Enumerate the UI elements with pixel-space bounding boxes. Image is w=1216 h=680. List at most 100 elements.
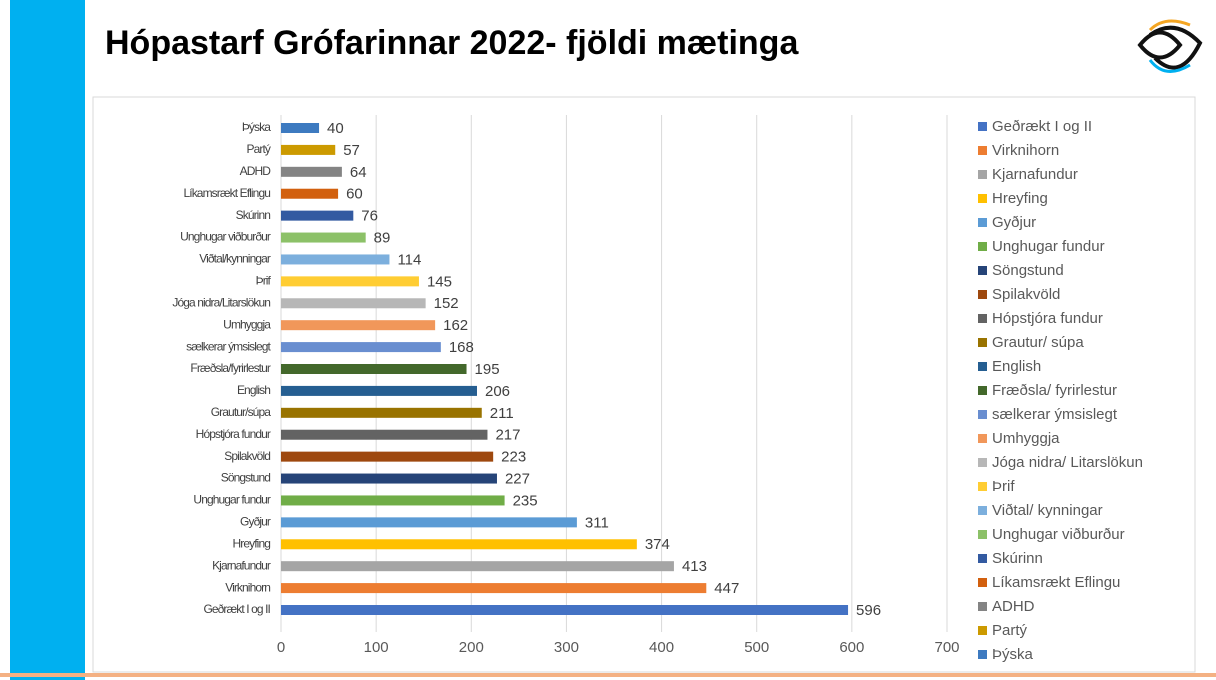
bar (281, 342, 441, 353)
legend-label: Virknihorn (992, 142, 1059, 159)
y-tick-label: Partý (246, 142, 270, 156)
y-tick-label: Unghugar fundur (193, 493, 270, 507)
bar (281, 473, 497, 484)
x-tick-label: 300 (554, 639, 579, 656)
bar (281, 495, 505, 506)
chart-frame (92, 96, 1196, 673)
legend-swatch (978, 626, 987, 635)
legend-swatch (978, 434, 987, 443)
data-label: 60 (346, 186, 363, 203)
chart-title: Hópastarf Grófarinnar 2022- fjöldi mætin… (105, 24, 799, 62)
legend-label: Viðtal/ kynningar (992, 502, 1103, 519)
y-tick-label: Fræðsla/fyrirlestur (190, 361, 270, 375)
data-label: 217 (495, 427, 520, 444)
legend-label: Söngstund (992, 262, 1064, 279)
y-tick-label: Kjarnafundur (212, 558, 271, 572)
y-tick-label: Unghugar viðburður (180, 230, 271, 244)
legend-label: Umhyggja (992, 430, 1060, 447)
y-tick-label: Viðtal/kynningar (199, 252, 271, 266)
y-tick-label: Hreyfing (233, 536, 271, 550)
legend-swatch (978, 266, 987, 275)
data-label: 227 (505, 471, 530, 488)
legend-swatch (978, 338, 987, 347)
legend-swatch (978, 122, 987, 131)
legend-swatch (978, 578, 987, 587)
x-tick-label: 400 (649, 639, 674, 656)
bottom-line (0, 673, 1216, 677)
x-tick-label: 700 (934, 639, 959, 656)
data-label: 596 (856, 602, 881, 619)
x-tick-label: 500 (744, 639, 769, 656)
legend-swatch (978, 506, 987, 515)
data-label: 235 (513, 492, 538, 509)
y-tick-label: sælkerar ýmsislegt (186, 339, 271, 353)
legend-swatch (978, 530, 987, 539)
bar (281, 144, 336, 155)
data-label: 168 (449, 339, 474, 356)
bar (281, 583, 707, 594)
bar (281, 320, 436, 331)
bar (281, 254, 390, 265)
data-label: 447 (714, 580, 739, 597)
legend-label: English (992, 358, 1041, 375)
legend-label: Líkamsrækt Eflingu (992, 574, 1120, 591)
data-label: 152 (434, 295, 459, 312)
legend-swatch (978, 242, 987, 251)
legend-swatch (978, 650, 987, 659)
legend-swatch (978, 554, 987, 563)
y-tick-label: Spilakvöld (224, 449, 270, 463)
legend-label: Gyðjur (992, 214, 1036, 231)
bar (281, 451, 494, 462)
legend-label: sælkerar ýmsislegt (992, 406, 1118, 423)
legend-label: Grautur/ súpa (992, 334, 1084, 351)
y-tick-label: Líkamsrækt Eflingu (183, 186, 270, 200)
data-label: 311 (585, 514, 609, 531)
data-label: 223 (501, 449, 526, 466)
legend-swatch (978, 362, 987, 371)
x-tick-label: 200 (459, 639, 484, 656)
legend-label: Hreyfing (992, 190, 1048, 207)
bar (281, 123, 320, 133)
y-tick-label: Virknihorn (225, 580, 270, 594)
legend-label: Partý (992, 622, 1028, 639)
bar (281, 539, 637, 550)
legend-label: Unghugar viðburður (992, 526, 1125, 543)
legend-swatch (978, 410, 987, 419)
data-label: 206 (485, 383, 510, 400)
data-label: 145 (427, 273, 452, 290)
legend-swatch (978, 290, 987, 299)
data-label: 162 (443, 317, 468, 334)
legend-swatch (978, 170, 987, 179)
data-label: 195 (475, 361, 500, 378)
data-label: 40 (327, 120, 344, 137)
y-tick-label: Skúrinn (236, 208, 271, 222)
bar (281, 429, 488, 440)
data-label: 89 (374, 230, 391, 247)
data-label: 211 (490, 405, 514, 422)
data-label: 57 (343, 142, 360, 159)
bar (281, 276, 419, 287)
legend-swatch (978, 482, 987, 491)
y-tick-label: Söngstund (221, 471, 271, 485)
y-tick-label: Þrif (256, 274, 272, 288)
legend-swatch (978, 602, 987, 611)
bar (281, 605, 849, 615)
data-label: 374 (645, 536, 670, 553)
legend-label: Fræðsla/ fyrirlestur (992, 382, 1117, 399)
legend-label: Hópstjóra fundur (992, 310, 1103, 327)
y-tick-label: Grautur/súpa (211, 405, 271, 419)
bar (281, 364, 467, 374)
y-tick-label: Geðrækt I og II (203, 602, 270, 616)
legend-swatch (978, 218, 987, 227)
y-tick-label: English (237, 383, 270, 397)
logo (1137, 19, 1203, 73)
y-tick-label: Jóga nidra/Litarslökun (172, 295, 270, 309)
legend-swatch (978, 314, 987, 323)
y-tick-label: Þýska (242, 120, 271, 134)
legend-swatch (978, 146, 987, 155)
legend-swatch (978, 194, 987, 203)
bar (281, 210, 354, 221)
data-label: 76 (361, 208, 378, 225)
data-label: 413 (682, 558, 707, 575)
